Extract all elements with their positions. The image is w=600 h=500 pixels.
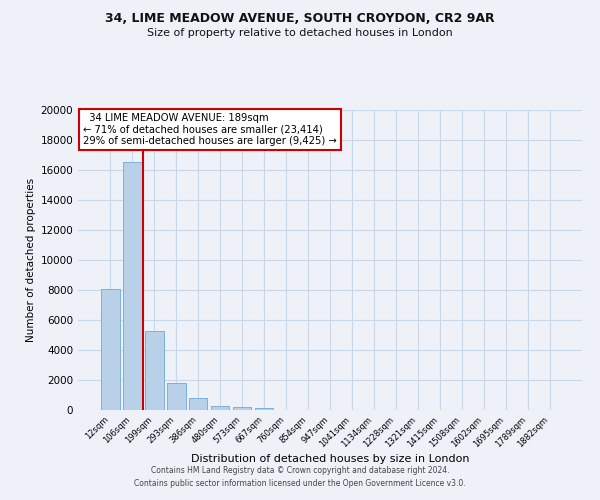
Bar xyxy=(167,383,185,410)
Text: 34, LIME MEADOW AVENUE, SOUTH CROYDON, CR2 9AR: 34, LIME MEADOW AVENUE, SOUTH CROYDON, C… xyxy=(105,12,495,26)
Y-axis label: Number of detached properties: Number of detached properties xyxy=(26,178,36,342)
Bar xyxy=(211,406,229,410)
Bar xyxy=(255,408,274,410)
Bar xyxy=(123,162,142,410)
Text: Size of property relative to detached houses in London: Size of property relative to detached ho… xyxy=(147,28,453,38)
Bar xyxy=(189,398,208,410)
Text: Contains HM Land Registry data © Crown copyright and database right 2024.
Contai: Contains HM Land Registry data © Crown c… xyxy=(134,466,466,487)
Bar xyxy=(145,330,164,410)
Text: 34 LIME MEADOW AVENUE: 189sqm  
← 71% of detached houses are smaller (23,414)
29: 34 LIME MEADOW AVENUE: 189sqm ← 71% of d… xyxy=(83,113,337,146)
X-axis label: Distribution of detached houses by size in London: Distribution of detached houses by size … xyxy=(191,454,469,464)
Bar xyxy=(101,288,119,410)
Bar xyxy=(233,407,251,410)
